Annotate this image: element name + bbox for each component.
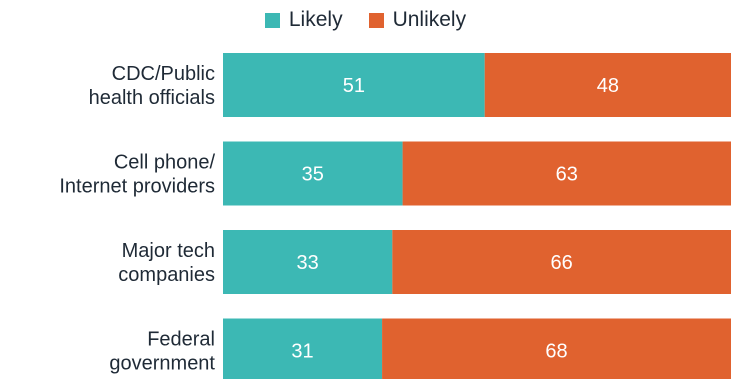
bar-likely xyxy=(223,53,485,117)
bar-likely xyxy=(223,141,403,206)
category-label-line: CDC/Public xyxy=(112,63,215,85)
category-label: CDC/Public health officials xyxy=(89,63,215,109)
legend-label-unlikely: Unlikely xyxy=(392,8,467,31)
legend-swatch-likely xyxy=(264,12,280,28)
bar-likely xyxy=(223,318,383,379)
data-label: 33 xyxy=(297,252,319,274)
category-label-line: government xyxy=(109,353,215,375)
category-label-line: Major tech xyxy=(122,240,215,262)
bar-likely xyxy=(223,230,393,294)
bar-unlikely xyxy=(402,141,731,206)
category-label-line: companies xyxy=(118,264,215,286)
legend-item-unlikely: Unlikely xyxy=(368,8,467,32)
data-label: 68 xyxy=(545,341,567,363)
category-label-line: Cell phone/ xyxy=(114,152,216,174)
data-label: 51 xyxy=(343,75,365,97)
legend-label-likely: Likely xyxy=(288,8,343,31)
data-label: 35 xyxy=(302,164,324,186)
legend: Likely Unlikely xyxy=(0,8,731,32)
category-label-line: health officials xyxy=(89,87,215,109)
category-label: Cell phone/Internet providers xyxy=(59,152,215,198)
category-label: Federal government xyxy=(109,329,215,375)
category-label: Major tech companies xyxy=(118,240,215,286)
legend-item-likely: Likely xyxy=(264,8,343,32)
legend-swatch-unlikely xyxy=(368,12,384,28)
category-label-line: Internet providers xyxy=(59,176,215,198)
data-label: 48 xyxy=(597,75,619,97)
data-label: 66 xyxy=(551,252,573,274)
bar-unlikely xyxy=(484,53,731,117)
data-label: 63 xyxy=(556,164,578,186)
bar-unlikely xyxy=(382,318,731,379)
data-label: 31 xyxy=(291,341,313,363)
category-label-line: Federal xyxy=(147,329,215,351)
bar-unlikely xyxy=(392,230,731,294)
